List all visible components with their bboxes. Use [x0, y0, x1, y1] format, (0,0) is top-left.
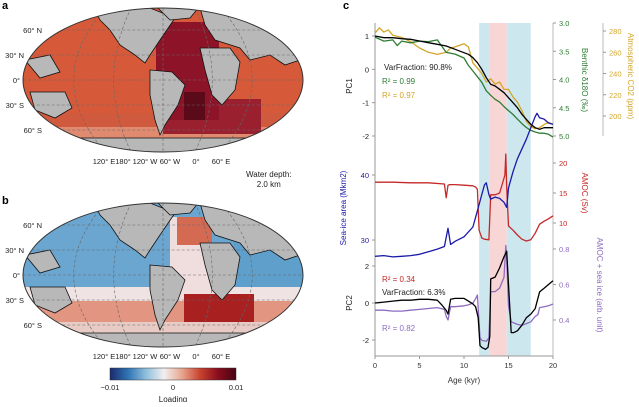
lon-label: 60° W — [160, 157, 181, 166]
varfraction-pc1: VarFraction: 90.8% — [384, 63, 452, 72]
varfraction-pc2: VarFraction: 6.3% — [382, 288, 445, 297]
lat-label: 60° S — [24, 126, 42, 135]
series-benthic — [374, 36, 554, 138]
benthic-tick-label: 4.0 — [559, 76, 569, 85]
shaded-interval-blue — [479, 23, 489, 356]
lon-label: 120° W — [133, 352, 159, 361]
x-tick-label: 20 — [549, 361, 557, 370]
amoc-seaice-axis-title: AMOC + sea ice (arb. unit) — [595, 238, 604, 333]
lon-label: 180° — [115, 352, 131, 361]
map-outline — [22, 7, 304, 153]
benthic-axis-title: Benthic δ18O (‰) — [580, 48, 589, 112]
lat-label: 30° N — [5, 51, 24, 60]
map-graticule — [23, 203, 303, 347]
co2-tick-label: 280 — [609, 27, 622, 36]
series-amoc_seaice — [375, 244, 554, 342]
series-pc1 — [374, 35, 553, 130]
amoc_seaice-tick-label: 0.8 — [559, 245, 569, 254]
pc1-tick-label: 0 — [365, 65, 369, 74]
benthic-tick-label: 3.0 — [559, 19, 569, 28]
series-pc2 — [374, 250, 554, 350]
r2-benthic: R² = 0.99 — [382, 77, 416, 86]
water-depth-line1: Water depth: — [246, 170, 292, 179]
panel-a-label: a — [2, 0, 9, 12]
map-outline — [22, 202, 304, 348]
lon-label: 60° E — [212, 352, 230, 361]
pc1-tick-label: -1 — [362, 99, 369, 108]
benthic-tick-label: 3.5 — [559, 47, 569, 56]
lon-label: 0° — [192, 157, 199, 166]
x-tick-label: 15 — [504, 361, 512, 370]
x-axis-label: Age (kyr) — [448, 376, 481, 385]
pc2-tick-label: 0 — [365, 299, 369, 308]
water-depth-line2: 2.0 km — [256, 180, 281, 189]
colorbar-tick-label: −0.01 — [101, 383, 120, 392]
pc2-axis-title: PC2 — [345, 295, 354, 311]
seaice-tick-label: 30 — [361, 236, 369, 245]
lon-label: 60° W — [160, 352, 181, 361]
lon-label: 180° — [115, 157, 131, 166]
x-tick-label: 5 — [417, 361, 421, 370]
lon-label: 120° E — [93, 352, 116, 361]
colorbar-tick-label: 0 — [171, 383, 175, 392]
lat-label: 0° — [13, 271, 20, 280]
seaice-axis-title: Sea-ice area (Mkm2) — [339, 170, 348, 245]
r2-co2: R² = 0.97 — [382, 91, 416, 100]
lon-label: 60° E — [212, 157, 230, 166]
x-tick-label: 10 — [460, 361, 468, 370]
lat-label: 60° N — [23, 221, 42, 230]
co2-tick-label: 260 — [609, 48, 622, 57]
lat-label: 30° S — [6, 296, 24, 305]
panel-a-map: 60° N 30° N 0° 30° S 60° S 120° E 180° 120° W 60… — [0, 0, 325, 200]
pc2-tick-label: -2 — [362, 336, 369, 345]
panel-b-map: 60° N 30° N 0° 30° S 60° S 120° E 180° 120° W 60… — [0, 195, 325, 404]
panel-b-label: b — [2, 195, 9, 207]
amoc_seaice-tick-label: 0.6 — [559, 281, 569, 290]
pc1-axis-title: PC1 — [345, 78, 354, 94]
co2-tick-label: 200 — [609, 112, 622, 121]
panel-c-label: c — [343, 0, 350, 12]
r2-amoc: R² = 0.34 — [382, 275, 416, 284]
water-depth-note: Water depth: 2.0 km — [246, 170, 292, 190]
lon-label: 120° W — [133, 157, 159, 166]
series-amoc — [375, 153, 554, 242]
lat-label: 30° N — [5, 246, 24, 255]
lat-label: 60° N — [23, 26, 42, 35]
amoc-tick-label: 10 — [559, 219, 567, 228]
series-seaice — [374, 112, 554, 258]
x-tick-label: 0 — [373, 361, 377, 370]
lon-label: 0° — [192, 352, 199, 361]
colorbar-label: Loading — [159, 395, 187, 402]
shaded-interval-pink — [488, 23, 507, 356]
co2-tick-label: 240 — [609, 70, 622, 79]
colorbar-tick-label: 0.01 — [229, 383, 244, 392]
seaice-tick-label: 40 — [361, 171, 369, 180]
r2-amoc-seaice: R² = 0.82 — [382, 324, 416, 333]
benthic-tick-label: 4.5 — [559, 104, 569, 113]
lon-label: 120° E — [93, 157, 116, 166]
series-co2 — [374, 27, 554, 130]
shaded-interval-blue — [506, 23, 531, 356]
pc1-tick-label: 1 — [365, 32, 369, 41]
map-graticule — [23, 8, 303, 152]
lat-label: 60° S — [24, 321, 42, 330]
lat-label: 0° — [13, 76, 20, 85]
co2-tick-label: 220 — [609, 91, 622, 100]
pc1-tick-label: -2 — [362, 132, 369, 141]
colorbar — [109, 367, 237, 381]
amoc-tick-label: 20 — [559, 159, 567, 168]
benthic-tick-label: 5.0 — [559, 132, 569, 141]
pc2-tick-label: 2 — [365, 262, 369, 271]
amoc-tick-label: 15 — [559, 189, 567, 198]
amoc_seaice-tick-label: 0.4 — [559, 316, 569, 325]
lat-label: 30° S — [6, 101, 24, 110]
amoc-axis-title: AMOC (Sv) — [580, 173, 589, 214]
co2-axis-title: Atmospheric CO2 (ppm) — [626, 33, 635, 120]
